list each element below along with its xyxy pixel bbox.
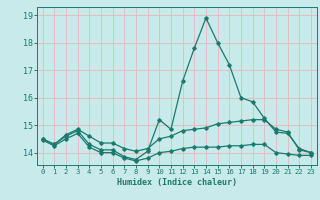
X-axis label: Humidex (Indice chaleur): Humidex (Indice chaleur) [117,178,237,187]
